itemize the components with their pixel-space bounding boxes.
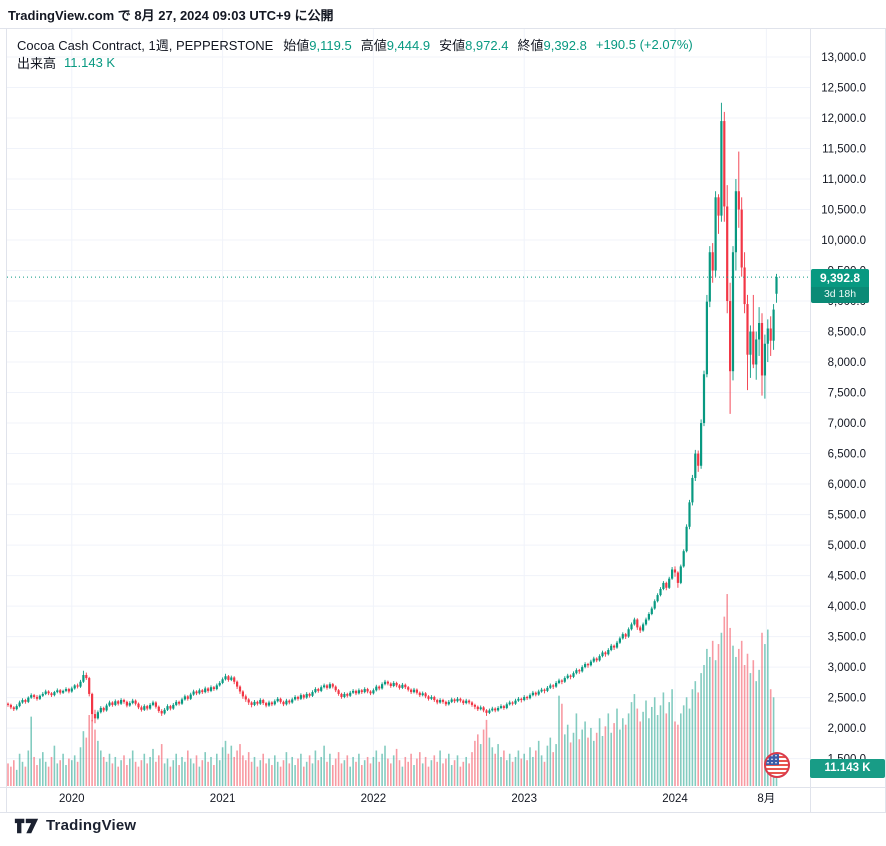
svg-text:8,000.0: 8,000.0	[828, 357, 866, 369]
svg-text:8月: 8月	[757, 793, 775, 805]
publish-info: TradingView.com で 8月 27, 2024 09:03 UTC+…	[8, 8, 334, 23]
time-axis[interactable]: 2020 2021 2022 2023 2024 8月	[59, 793, 775, 805]
grid-lines	[7, 28, 810, 787]
svg-text:4,500.0: 4,500.0	[828, 571, 866, 583]
tradingview-wordmark[interactable]: TradingView	[46, 817, 137, 834]
svg-text:13,000.0: 13,000.0	[821, 52, 866, 64]
volume-value: 11.143 K	[64, 54, 116, 70]
svg-text:12,000.0: 12,000.0	[821, 113, 866, 125]
svg-text:6,500.0: 6,500.0	[828, 449, 866, 461]
change-value: +190.5 (+2.07%)	[595, 36, 693, 52]
footer: TradingView	[14, 817, 136, 834]
tradingview-logo-icon[interactable]	[14, 818, 39, 834]
svg-text:3,500.0: 3,500.0	[828, 632, 866, 644]
svg-text:10,000.0: 10,000.0	[821, 235, 866, 247]
bar-countdown: 3d 18h	[811, 287, 869, 303]
svg-text:11,000.0: 11,000.0	[822, 174, 866, 186]
svg-text:7,000.0: 7,000.0	[828, 418, 866, 430]
svg-text:5,000.0: 5,000.0	[828, 540, 866, 552]
legend-row-volume: 出来高 11.143 K	[17, 53, 693, 71]
svg-text:3,000.0: 3,000.0	[828, 662, 866, 674]
svg-text:2022: 2022	[361, 793, 387, 805]
open-field: 始値9,119.5	[283, 37, 352, 53]
volume-series	[7, 594, 778, 786]
last-price-value: 9,392.8	[811, 269, 869, 287]
svg-text:10,500.0: 10,500.0	[821, 205, 866, 217]
us-flag-icon[interactable]	[764, 752, 790, 778]
svg-text:12,500.0: 12,500.0	[821, 83, 866, 95]
candle-series	[6, 102, 778, 724]
svg-text:2,500.0: 2,500.0	[828, 693, 866, 705]
svg-text:6,000.0: 6,000.0	[828, 479, 866, 491]
chart-legend: Cocoa Cash Contract, 1週, PEPPERSTONE 始値9…	[17, 35, 693, 71]
svg-text:8,500.0: 8,500.0	[828, 327, 866, 339]
svg-text:7,500.0: 7,500.0	[828, 388, 866, 400]
svg-text:2021: 2021	[210, 793, 236, 805]
chart-canvas[interactable]: 13,000.0 12,500.0 12,000.0 11,500.0 11,000.0…	[0, 0, 886, 814]
close-field: 終値9,392.8	[517, 37, 587, 53]
legend-row-symbol: Cocoa Cash Contract, 1週, PEPPERSTONE 始値9…	[17, 35, 693, 53]
low-field: 安値8,972.4	[439, 37, 509, 53]
svg-text:2,000.0: 2,000.0	[828, 723, 866, 735]
volume-label: 出来高	[17, 55, 57, 71]
volume-badge: 11.143 K	[810, 759, 885, 778]
svg-text:2024: 2024	[662, 793, 688, 805]
svg-text:2023: 2023	[511, 793, 537, 805]
svg-text:2020: 2020	[59, 793, 85, 805]
svg-text:11,500.0: 11,500.0	[822, 144, 866, 156]
svg-text:5,500.0: 5,500.0	[828, 510, 866, 522]
price-axis[interactable]: 13,000.0 12,500.0 12,000.0 11,500.0 11,000.0…	[821, 52, 866, 766]
symbol-title[interactable]: Cocoa Cash Contract, 1週, PEPPERSTONE	[17, 37, 274, 53]
high-field: 高値9,444.9	[360, 37, 431, 53]
svg-text:4,000.0: 4,000.0	[828, 601, 866, 613]
last-price-badge: 9,392.8 3d 18h	[811, 269, 869, 303]
